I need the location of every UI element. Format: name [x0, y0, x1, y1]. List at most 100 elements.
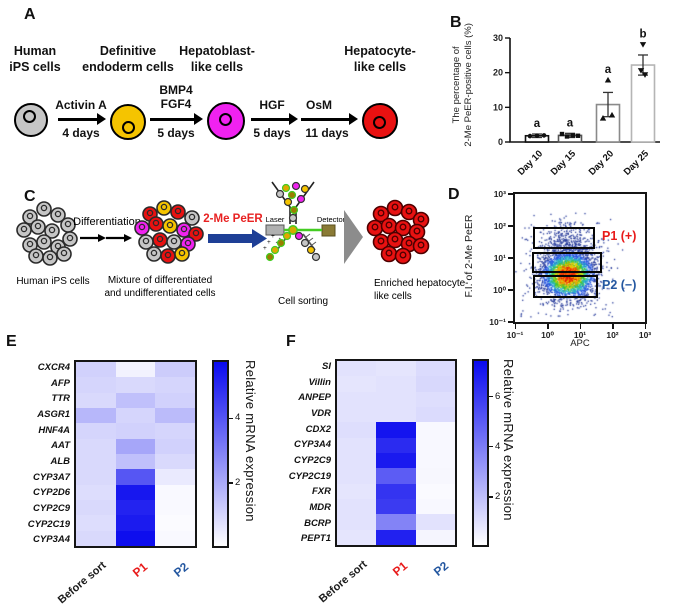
heatmap-cell-CYP2C9-Before sort	[337, 452, 377, 469]
x-tick-label: 10¹	[573, 330, 587, 340]
duration-step2: 5 days	[157, 126, 195, 140]
y-tick-label: 10⁰	[493, 284, 506, 295]
data-point	[564, 134, 570, 139]
heatmap-cell-ANPEP-P1	[376, 391, 416, 407]
y-tick-label: 0	[498, 137, 503, 147]
arrow-step1	[58, 113, 106, 125]
gate-p1-label: P1 (+)	[602, 229, 637, 243]
heatmap-f	[335, 359, 457, 547]
heatmap-cell-CXCR4-Before sort	[76, 362, 116, 378]
panel-d-label: D	[448, 186, 460, 203]
y-tick-mark	[508, 193, 513, 195]
gate-p2-label: P2 (−)	[602, 278, 637, 292]
factor-bmp4-fgf4: BMP4 FGF4	[159, 83, 193, 111]
mixture-cell-cluster	[134, 200, 204, 264]
heatmap-cell-VDR-P1	[376, 406, 416, 423]
x-category-label: Day 15	[549, 148, 579, 178]
x-tick-label: 10²	[606, 330, 619, 340]
heatmap-cell-CXCR4-P1	[115, 362, 156, 378]
x-tick-mark	[514, 324, 516, 329]
heatmap-cell-CYP2C19-P2	[155, 515, 195, 531]
heatmap-cell-CYP3A4-Before sort	[337, 437, 377, 453]
gene-row-label-CYP2C19: CYP2C19	[288, 470, 331, 482]
heatmap-cell-CDX2-P2	[415, 422, 455, 438]
panel-c-label: C	[24, 188, 36, 205]
stage-title-hepatoblast: Hepatoblast- like cells	[179, 44, 255, 74]
heatmap-cell-CYP2C9-P1	[376, 452, 416, 469]
heatmap-cell-Villin-P1	[376, 376, 416, 392]
data-point	[534, 133, 540, 139]
svg-text:+: +	[263, 245, 267, 252]
gene-row-label-CYP3A7: CYP3A7	[33, 471, 70, 483]
gene-row-label-TTR: TTR	[51, 393, 70, 405]
flow-plot-y-axis-label: F.I. of 2-Me PeER	[463, 214, 475, 298]
laser-box	[265, 224, 285, 236]
factor-activin-a: Activin A	[55, 98, 107, 112]
heatmap-cell-CDX2-Before sort	[337, 422, 377, 438]
data-point	[559, 131, 565, 137]
heatmap-cell-TTR-P1	[115, 392, 156, 408]
stage-title-endoderm: Definitive endoderm cells	[82, 44, 174, 74]
result-arrow	[344, 210, 363, 264]
panel-a-label: A	[24, 6, 36, 23]
factor-osm: OsM	[305, 98, 333, 112]
duration-step3: 5 days	[253, 126, 291, 140]
gene-row-label-Villin: Villin	[308, 376, 331, 388]
heatmap-cell-CYP3A7-Before sort	[76, 469, 116, 485]
gene-row-label-AFP: AFP	[51, 377, 70, 389]
heatmap-cell-CYP2D6-Before sort	[76, 484, 116, 500]
data-point	[575, 133, 581, 138]
significance-letter: a	[534, 118, 541, 130]
column-label-P2: P2	[170, 559, 191, 580]
detector-box	[321, 224, 336, 237]
gene-row-label-ALB: ALB	[50, 455, 70, 467]
heatmap-cell-PEPT1-P1	[376, 529, 416, 545]
heatmap-cell-CYP2C19-P1	[115, 515, 156, 531]
flow-scatter-plot	[515, 194, 645, 322]
gene-row-label-ANPEP: ANPEP	[298, 392, 331, 404]
gene-row-label-CYP3A4: CYP3A4	[33, 534, 70, 546]
colorbar-tick	[489, 395, 493, 398]
gate-mid	[532, 252, 602, 273]
colorbar-tick-label: 2	[235, 477, 241, 489]
heatmap-cell-MDR-P2	[415, 498, 455, 515]
cell-nucleus	[23, 110, 36, 123]
heatmap-e-colorbar-label: Relative mRNA expression	[243, 360, 258, 522]
column-label-P1: P1	[390, 558, 411, 579]
colorbar-tick	[229, 482, 233, 484]
y-tick-label: 10²	[493, 220, 506, 231]
heatmap-cell-CYP2C9-P2	[415, 452, 455, 469]
mixture-label-line2: and undifferentiated cells	[104, 288, 215, 299]
heatmap-cell-ALB-Before sort	[76, 453, 116, 470]
colorbar-tick-label: 6	[495, 390, 501, 402]
colorbar-tick-label: 4	[495, 440, 501, 452]
x-tick-mark	[644, 324, 646, 329]
data-point	[641, 72, 649, 78]
probe-arrow	[208, 229, 267, 248]
heatmap-cell-ASGR1-Before sort	[76, 407, 116, 424]
y-tick-mark	[508, 225, 513, 227]
data-point	[527, 133, 533, 139]
bar-chart-y-axis-label: The percentage of 2-Me PeER-positive cel…	[451, 23, 474, 147]
colorbar-tick-label: 2	[495, 490, 501, 502]
sorting-workflow-diagram: Human iPS cells Differentiation	[16, 181, 469, 307]
gene-row-label-FXR: FXR	[312, 486, 331, 498]
cell-nucleus	[373, 116, 386, 129]
heatmap-cell-AFP-P1	[115, 377, 156, 393]
heatmap-cell-CYP2D6-P1	[115, 484, 156, 500]
arrow-step2	[150, 113, 203, 125]
x-tick-label: 10⁰	[541, 330, 554, 340]
colorbar-tick	[489, 496, 493, 498]
panel-b-label: B	[450, 14, 462, 31]
gene-row-label-CYP3A4: CYP3A4	[294, 439, 331, 451]
gene-row-label-BCRP: BCRP	[304, 517, 331, 529]
heatmap-cell-BCRP-P2	[415, 514, 455, 530]
data-point	[599, 114, 607, 121]
y-tick-label: 10¹	[493, 252, 506, 263]
gene-row-label-CYP2D6: CYP2D6	[33, 487, 70, 499]
heatmap-cell-CXCR4-P2	[155, 362, 195, 378]
data-point	[608, 111, 616, 118]
sorter-funnel-cells	[275, 181, 310, 223]
gene-row-label-CYP2C9: CYP2C9	[294, 454, 331, 466]
gene-row-label-CYP2C19: CYP2C19	[27, 518, 70, 530]
